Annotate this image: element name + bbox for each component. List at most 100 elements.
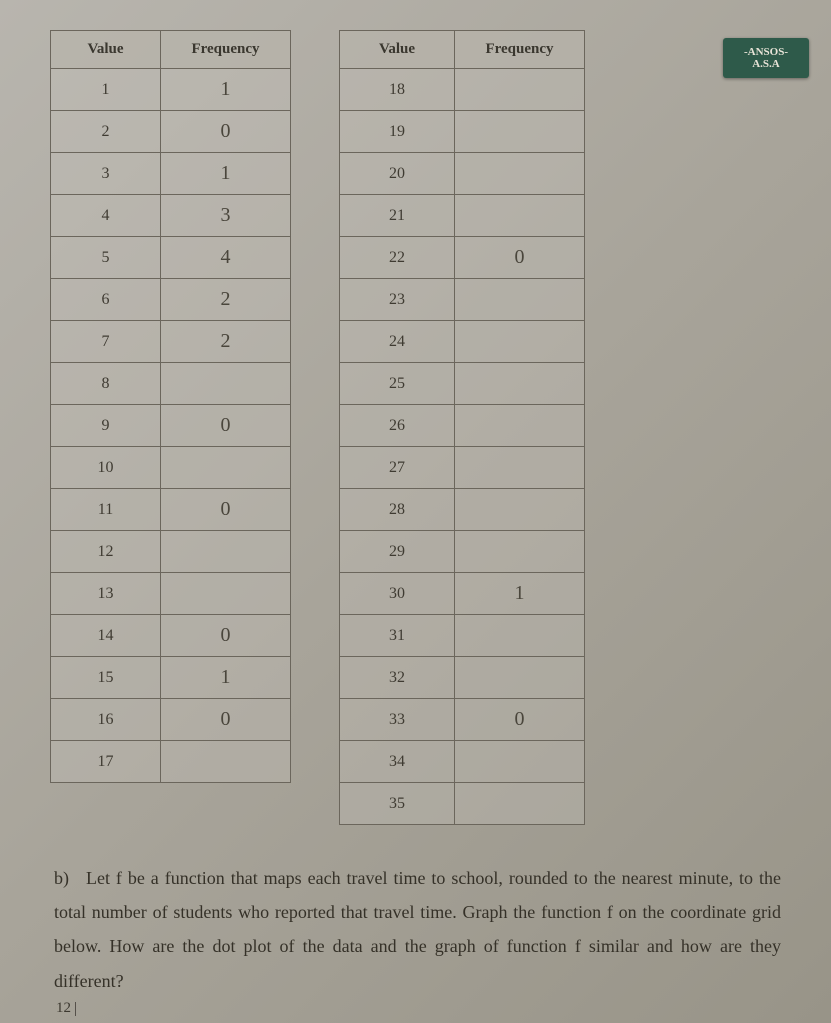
axis-tick-mark [75, 1002, 76, 1016]
value-cell: 34 [340, 741, 455, 783]
table-header-row: Value Frequency [340, 31, 585, 69]
value-cell: 20 [340, 153, 455, 195]
value-cell: 4 [51, 195, 161, 237]
table-row: 21 [340, 195, 585, 237]
value-cell: 10 [51, 447, 161, 489]
frequency-cell: 1 [455, 573, 585, 615]
frequency-cell [455, 405, 585, 447]
value-cell: 29 [340, 531, 455, 573]
frequency-cell [455, 111, 585, 153]
frequency-cell: 0 [161, 405, 291, 447]
table-row: 23 [340, 279, 585, 321]
tables-container: Value Frequency 112031435462728901011012… [50, 30, 791, 825]
table-row: 8 [51, 363, 291, 405]
axis-tick-label: 12 [56, 1000, 71, 1016]
value-cell: 1 [51, 69, 161, 111]
table-header-row: Value Frequency [51, 31, 291, 69]
frequency-table-right: Value Frequency 181920212202324252627282… [339, 30, 585, 825]
table-row: 20 [340, 153, 585, 195]
value-cell: 7 [51, 321, 161, 363]
table-row: 110 [51, 489, 291, 531]
table-row: 34 [340, 741, 585, 783]
frequency-cell [455, 69, 585, 111]
value-cell: 33 [340, 699, 455, 741]
value-cell: 15 [51, 657, 161, 699]
table-row: 301 [340, 573, 585, 615]
frequency-cell: 2 [161, 321, 291, 363]
table-row: 72 [51, 321, 291, 363]
badge-line1: -ANSOS- [744, 46, 788, 58]
value-cell: 23 [340, 279, 455, 321]
frequency-cell [455, 279, 585, 321]
value-cell: 19 [340, 111, 455, 153]
value-cell: 17 [51, 741, 161, 783]
frequency-cell [161, 741, 291, 783]
table-row: 151 [51, 657, 291, 699]
frequency-cell [455, 195, 585, 237]
frequency-cell: 0 [455, 237, 585, 279]
table-row: 13 [51, 573, 291, 615]
frequency-cell: 0 [161, 111, 291, 153]
value-cell: 18 [340, 69, 455, 111]
table-left-body: 1120314354627289010110121314015116017 [51, 69, 291, 783]
frequency-cell [455, 741, 585, 783]
table-row: 54 [51, 237, 291, 279]
table-row: 18 [340, 69, 585, 111]
frequency-cell: 0 [161, 489, 291, 531]
table-row: 19 [340, 111, 585, 153]
value-cell: 16 [51, 699, 161, 741]
value-cell: 25 [340, 363, 455, 405]
frequency-cell [455, 489, 585, 531]
frequency-cell: 0 [161, 615, 291, 657]
table-row: 25 [340, 363, 585, 405]
value-cell: 32 [340, 657, 455, 699]
table-row: 29 [340, 531, 585, 573]
table-row: 31 [340, 615, 585, 657]
value-cell: 6 [51, 279, 161, 321]
table-row: 220 [340, 237, 585, 279]
frequency-cell [455, 321, 585, 363]
value-cell: 35 [340, 783, 455, 825]
frequency-cell: 0 [161, 699, 291, 741]
frequency-cell: 0 [455, 699, 585, 741]
table-row: 31 [51, 153, 291, 195]
frequency-cell [161, 447, 291, 489]
frequency-cell [455, 783, 585, 825]
value-cell: 12 [51, 531, 161, 573]
value-cell: 27 [340, 447, 455, 489]
question-label: b) [54, 861, 80, 895]
frequency-cell [161, 573, 291, 615]
badge-line2: A.S.A [752, 58, 780, 70]
col-header-frequency: Frequency [161, 31, 291, 69]
value-cell: 14 [51, 615, 161, 657]
value-cell: 13 [51, 573, 161, 615]
col-header-value: Value [51, 31, 161, 69]
table-row: 160 [51, 699, 291, 741]
table-row: 24 [340, 321, 585, 363]
table-row: 32 [340, 657, 585, 699]
value-cell: 26 [340, 405, 455, 447]
table-row: 26 [340, 405, 585, 447]
frequency-cell: 4 [161, 237, 291, 279]
value-cell: 11 [51, 489, 161, 531]
frequency-cell [455, 153, 585, 195]
frequency-cell: 1 [161, 69, 291, 111]
table-row: 27 [340, 447, 585, 489]
frequency-cell: 1 [161, 657, 291, 699]
table-row: 35 [340, 783, 585, 825]
table-row: 12 [51, 531, 291, 573]
table-right-body: 181920212202324252627282930131323303435 [340, 69, 585, 825]
col-header-frequency: Frequency [455, 31, 585, 69]
table-row: 11 [51, 69, 291, 111]
frequency-cell: 2 [161, 279, 291, 321]
frequency-cell: 1 [161, 153, 291, 195]
frequency-cell: 3 [161, 195, 291, 237]
question-text: Let f be a function that maps each trave… [54, 868, 781, 991]
table-row: 28 [340, 489, 585, 531]
frequency-cell [455, 657, 585, 699]
table-row: 43 [51, 195, 291, 237]
value-cell: 9 [51, 405, 161, 447]
question-paragraph: b) Let f be a function that maps each tr… [50, 861, 791, 998]
table-row: 90 [51, 405, 291, 447]
value-cell: 24 [340, 321, 455, 363]
